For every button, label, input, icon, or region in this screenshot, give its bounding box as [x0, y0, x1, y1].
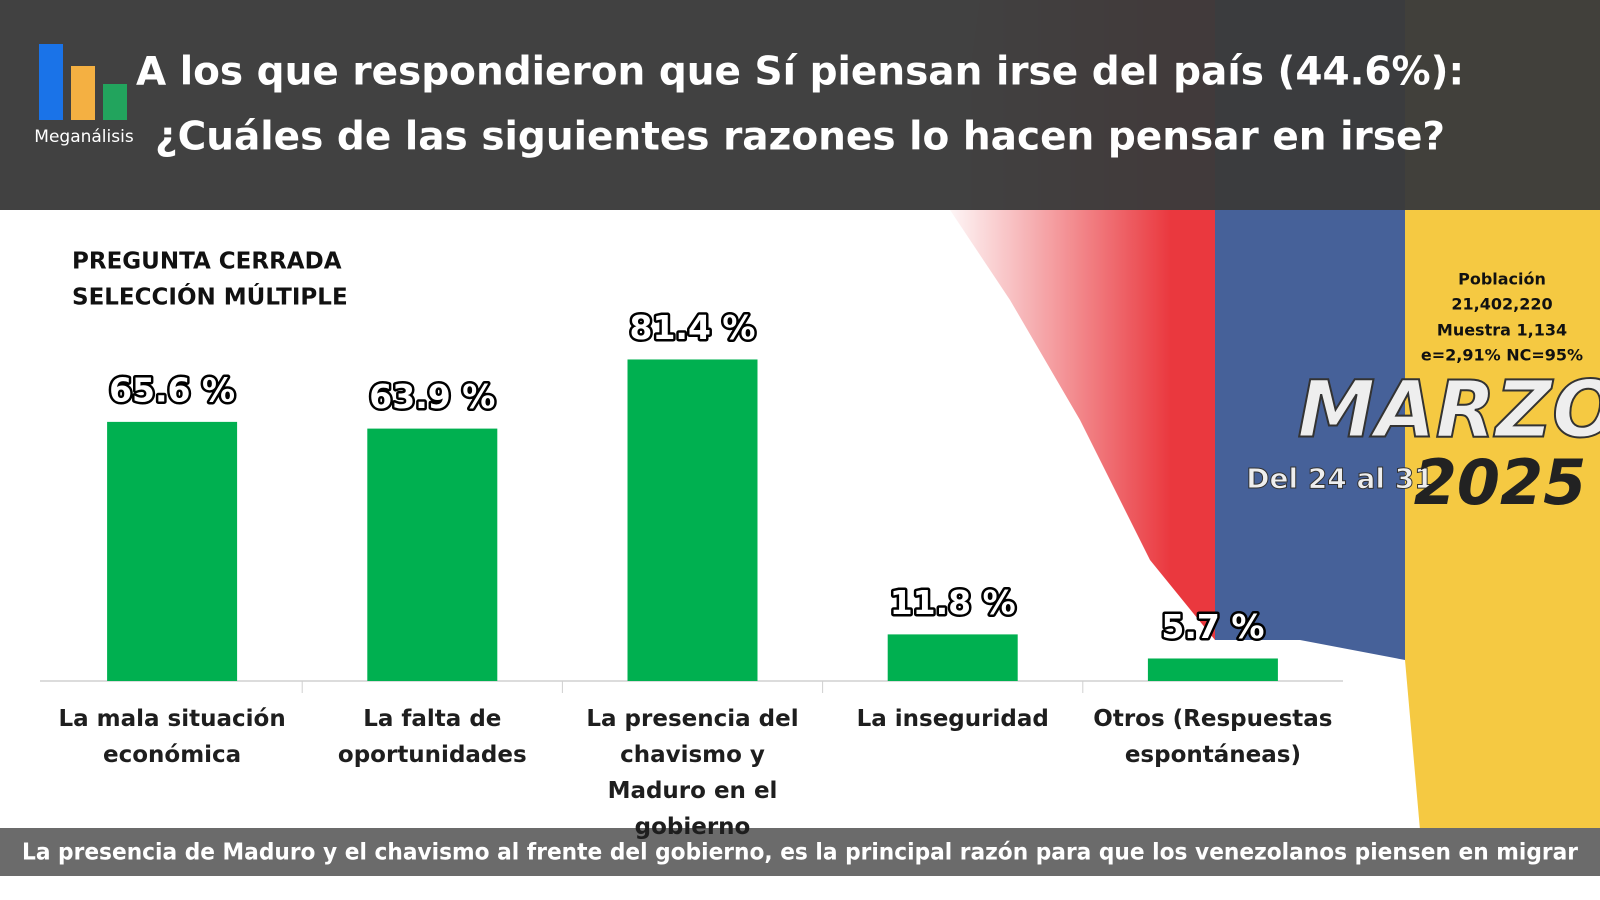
sample-info: e=2,91% NC=95%	[1421, 346, 1583, 365]
chart-subtitle: ¿Cuáles de las siguientes razones lo hac…	[155, 115, 1445, 160]
sample-info: Población	[1458, 270, 1546, 289]
x-tick-label: La presencia del chavismo y Maduro en el…	[586, 706, 799, 840]
bar	[887, 634, 1018, 681]
bar	[1147, 658, 1278, 681]
value-label: 5.7 %	[1161, 607, 1264, 646]
footer-text: La presencia de Maduro y el chavismo al …	[22, 840, 1579, 866]
note: PREGUNTA CERRADA	[72, 249, 342, 275]
sample-info: 21,402,220	[1451, 295, 1552, 314]
bar	[627, 359, 758, 681]
period-days: Del 24 al 31	[1246, 462, 1434, 495]
x-tick-label: La mala situación económica	[58, 706, 286, 768]
period-month: MARZO	[1298, 365, 1600, 455]
bar	[107, 421, 238, 681]
bar	[367, 428, 498, 681]
value-label: 81.4 %	[630, 308, 756, 347]
note: SELECCIÓN MÚLTIPLE	[72, 283, 348, 311]
sample-info: Muestra 1,134	[1437, 321, 1567, 340]
value-label: 11.8 %	[890, 583, 1016, 622]
header-band	[0, 0, 1600, 210]
value-label: 65.6 %	[109, 370, 235, 409]
logo-icon	[39, 44, 127, 120]
chart-title: A los que respondieron que Sí piensan ir…	[136, 50, 1464, 95]
x-tick-label: Otros (Respuestas espontáneas)	[1093, 706, 1333, 768]
value-label: 63.9 %	[369, 377, 495, 416]
period-year: 2025	[1414, 446, 1587, 519]
x-tick-label: La falta de oportunidades	[337, 706, 527, 768]
footer-band	[0, 828, 1600, 876]
x-tick-label: La inseguridad	[856, 706, 1049, 732]
logo-text: Meganálisis	[34, 127, 134, 147]
